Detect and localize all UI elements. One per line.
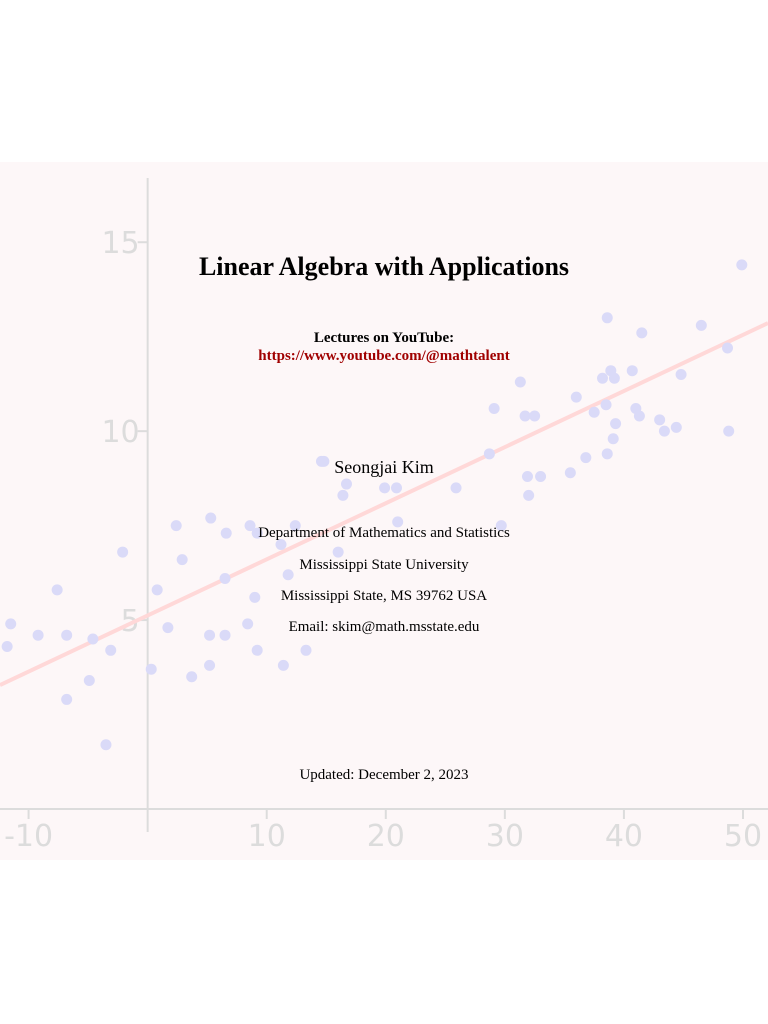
title: Linear Algebra with Applications (198, 252, 570, 281)
point (636, 327, 648, 339)
point (275, 539, 287, 551)
point (633, 410, 645, 422)
fit-line (0, 321, 768, 687)
point (318, 455, 330, 467)
point (675, 368, 687, 380)
point (282, 569, 294, 581)
point (483, 448, 495, 460)
point (219, 573, 231, 585)
point (610, 418, 622, 430)
point (251, 527, 263, 539)
point (654, 414, 666, 426)
lectures-label: Lectures on YouTube: (313, 330, 455, 346)
point (249, 591, 261, 603)
point (626, 365, 638, 377)
point (488, 402, 500, 414)
updated: Updated: December 2, 2023 (299, 767, 469, 783)
point (580, 452, 592, 464)
point (61, 629, 73, 641)
point (379, 482, 391, 494)
point (337, 489, 349, 501)
x-tick-label: 30 (486, 819, 524, 854)
point (204, 629, 216, 641)
background (0, 162, 768, 860)
point (145, 663, 157, 675)
point (514, 376, 526, 388)
point (670, 421, 682, 433)
point (601, 312, 613, 324)
point (723, 425, 735, 437)
point (570, 391, 582, 403)
point (600, 399, 612, 411)
point (332, 546, 344, 558)
point (601, 448, 613, 460)
point (204, 659, 216, 671)
point (596, 372, 608, 384)
point (392, 516, 404, 528)
point (219, 629, 231, 641)
point (162, 622, 174, 634)
point (186, 671, 198, 683)
x-tick-label: -10 (4, 819, 53, 854)
point (117, 546, 129, 558)
point (87, 633, 99, 645)
point (608, 372, 620, 384)
point (736, 259, 748, 271)
point (519, 410, 531, 422)
x-tick-label: 50 (724, 819, 762, 854)
point (170, 520, 182, 532)
point (391, 482, 403, 494)
point (289, 520, 301, 532)
point (242, 618, 254, 630)
point (340, 478, 352, 490)
point (523, 489, 535, 501)
point (100, 739, 112, 751)
point (83, 675, 95, 687)
x-tick-label: 20 (367, 819, 405, 854)
point (300, 644, 312, 656)
affiliation: Mississippi State University (299, 557, 469, 573)
point (32, 629, 44, 641)
point (105, 644, 117, 656)
point (151, 584, 163, 596)
point (5, 618, 17, 630)
point (564, 467, 576, 479)
point (244, 520, 256, 532)
point (535, 470, 547, 482)
url[interactable]: https://www.youtube.com/@mathtalent (258, 348, 510, 364)
x-tick-label: 10 (248, 819, 286, 854)
affiliation: Mississippi State, MS 39762 USA (280, 588, 488, 604)
point (450, 482, 462, 494)
point (658, 425, 670, 437)
point (205, 512, 217, 524)
point (695, 319, 707, 331)
affiliation: Department of Mathematics and Statistics (258, 525, 510, 541)
x-tick-label: 40 (605, 819, 643, 854)
point (61, 693, 73, 705)
y-tick-label: 10 (101, 415, 139, 450)
email: Email: skim@math.msstate.edu (288, 619, 480, 635)
point (495, 520, 507, 532)
point (722, 342, 734, 354)
author: Seongjai Kim (334, 457, 434, 477)
point (51, 584, 63, 596)
point (529, 410, 541, 422)
point (521, 470, 533, 482)
point (277, 659, 289, 671)
point (607, 433, 619, 445)
point (588, 406, 600, 418)
point (220, 527, 232, 539)
point (176, 554, 188, 566)
y-tick-label: 15 (101, 226, 139, 261)
point (251, 644, 263, 656)
point (1, 641, 13, 653)
